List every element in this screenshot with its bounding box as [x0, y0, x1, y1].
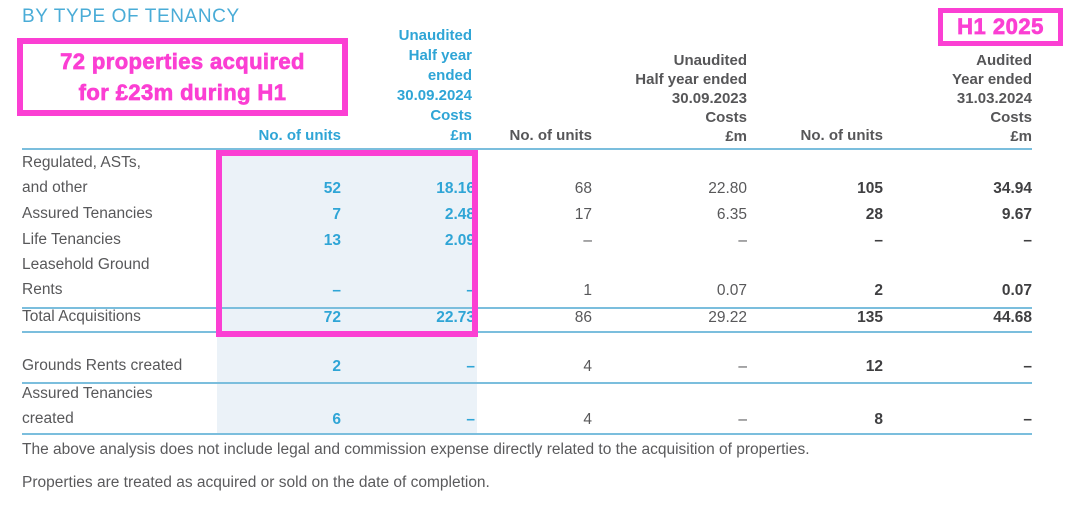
- table-row-life-tenancies: Life Tenancies 13 2.09 – – – –: [22, 229, 1032, 252]
- column-header-prior-half-year: Unaudited Half year ended 30.09.2023 Cos…: [635, 51, 747, 146]
- column-header-full-year: Audited Year ended 31.03.2024 Costs £m: [952, 51, 1032, 146]
- costs-current: 2.48: [444, 206, 475, 223]
- period-line: 30.09.2024: [396, 87, 472, 104]
- units-full-year: 8: [874, 411, 883, 428]
- row-label: Assured Tenancies: [22, 205, 153, 222]
- footnote-completion: Properties are treated as acquired or so…: [22, 474, 490, 491]
- annotation-data-outline-box: [216, 150, 478, 337]
- column-header-current-half-year: Unaudited Half year ended 30.09.2024 Cos…: [397, 26, 472, 146]
- units-current: 13: [323, 232, 341, 249]
- costs-current: 18.16: [436, 180, 475, 197]
- units-prior: 4: [583, 411, 592, 428]
- row-label: Leasehold Ground Rents: [22, 256, 150, 298]
- units-prior: –: [583, 232, 592, 249]
- period-line: Half year: [408, 47, 472, 64]
- annotation-callout-box: 72 properties acquired for £23m during H…: [17, 38, 348, 116]
- footnote-expenses: The above analysis does not include lega…: [22, 441, 810, 458]
- current-period-highlight-band: [217, 150, 477, 434]
- units-current: –: [332, 282, 341, 299]
- units-full-year: 135: [857, 309, 883, 326]
- annotation-line: for £23m during H1: [78, 80, 287, 106]
- units-full-year: 2: [874, 282, 883, 299]
- row-label: Grounds Rents created: [22, 357, 183, 374]
- costs-prior: 29.22: [708, 309, 747, 326]
- costs-label: Costs: [430, 107, 472, 124]
- units-current: 6: [332, 411, 341, 428]
- costs-full-year: 34.94: [993, 180, 1032, 197]
- costs-full-year: 9.67: [1001, 206, 1032, 223]
- costs-prior: 0.07: [716, 282, 747, 299]
- audit-status: Unaudited: [398, 27, 472, 44]
- units-header-prior: No. of units: [509, 127, 593, 144]
- table-row-grounds-rents-created: Grounds Rents created 2 – 4 – 12 –: [22, 356, 1032, 378]
- costs-prior: 22.80: [708, 180, 747, 197]
- total-top-rule: [22, 307, 1032, 309]
- audit-status: Audited: [976, 52, 1032, 69]
- units-header-current: No. of units: [258, 127, 342, 144]
- costs-prior: –: [738, 232, 747, 249]
- costs-current: 2.09: [444, 232, 475, 249]
- row-label: Life Tenancies: [22, 231, 121, 248]
- units-current: 72: [323, 309, 341, 326]
- table-row-leasehold-ground-rents: Leasehold Ground Rents – – 1 0.07 2 0.07: [22, 255, 1032, 302]
- units-prior: 1: [583, 282, 592, 299]
- units-current: 7: [332, 206, 341, 223]
- costs-label: Costs: [990, 109, 1032, 126]
- table-row-assured-tenancies-created: Assured Tenancies created 6 – 4 – 8 –: [22, 385, 1032, 431]
- costs-current: –: [466, 358, 475, 375]
- costs-current: 22.73: [436, 309, 475, 326]
- costs-current: –: [466, 282, 475, 299]
- units-current: 52: [323, 180, 341, 197]
- units-full-year: 28: [865, 206, 883, 223]
- units-prior: 17: [574, 206, 592, 223]
- costs-full-year: –: [1023, 411, 1032, 428]
- row-label: Total Acquisitions: [22, 308, 141, 325]
- costs-full-year: 44.68: [993, 309, 1032, 326]
- currency-unit-label: £m: [1010, 128, 1032, 145]
- costs-prior: –: [738, 411, 747, 428]
- units-full-year: –: [874, 232, 883, 249]
- period-line: Half year ended: [635, 71, 747, 88]
- units-prior: 4: [583, 358, 592, 375]
- period-line: Year ended: [951, 71, 1032, 88]
- units-prior: 68: [574, 180, 592, 197]
- units-full-year: 105: [857, 180, 883, 197]
- costs-full-year: –: [1023, 232, 1032, 249]
- units-full-year: 12: [865, 358, 883, 375]
- section-title: BY TYPE OF TENANCY: [22, 6, 240, 27]
- period-line: 30.09.2023: [671, 90, 747, 107]
- costs-prior: 6.35: [716, 206, 747, 223]
- annotation-line: 72 properties acquired: [60, 49, 305, 75]
- period-line: 31.03.2024: [956, 90, 1032, 107]
- row-label: Regulated, ASTs, and other: [22, 154, 141, 196]
- costs-current: –: [466, 411, 475, 428]
- row-rule: [22, 382, 1032, 384]
- audit-status: Unaudited: [673, 52, 747, 69]
- currency-unit-label: £m: [725, 128, 747, 145]
- units-header-full-year: No. of units: [800, 127, 884, 144]
- costs-full-year: –: [1023, 358, 1032, 375]
- units-prior: 86: [574, 309, 592, 326]
- table-row-assured-tenancies: Assured Tenancies 7 2.48 17 6.35 28 9.67: [22, 203, 1032, 226]
- period-badge-label: H1 2025: [957, 14, 1044, 40]
- currency-unit-label: £m: [450, 127, 472, 144]
- costs-full-year: 0.07: [1001, 282, 1032, 299]
- period-badge-box: H1 2025: [938, 8, 1063, 46]
- period-line: ended: [427, 67, 472, 84]
- row-label: Assured Tenancies created: [22, 385, 153, 427]
- row-rule: [22, 433, 1032, 435]
- costs-label: Costs: [705, 109, 747, 126]
- table-row-total-acquisitions: Total Acquisitions 72 22.73 86 29.22 135…: [22, 308, 1032, 329]
- units-current: 2: [332, 358, 341, 375]
- table-row-regulated-asts: Regulated, ASTs, and other 52 18.16 68 2…: [22, 154, 1032, 200]
- costs-prior: –: [738, 358, 747, 375]
- header-rule: [22, 148, 1032, 150]
- total-bottom-rule: [22, 331, 1032, 333]
